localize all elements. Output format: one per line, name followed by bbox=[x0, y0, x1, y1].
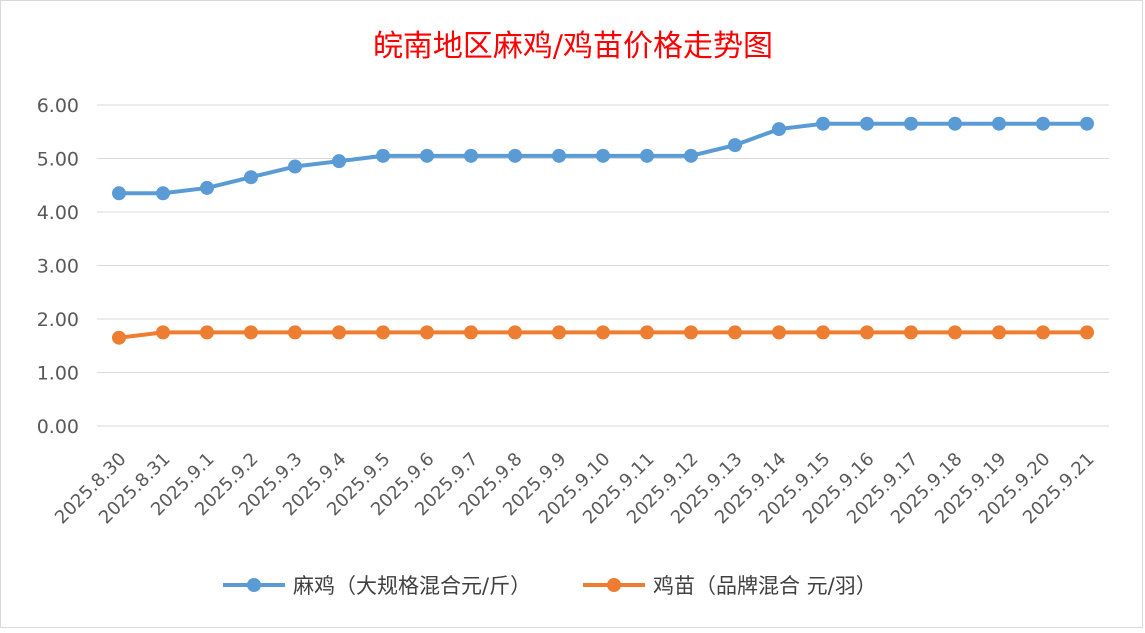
legend: 麻鸡（大规格混合元/斤） 鸡苗（品牌混合 元/羽） bbox=[223, 574, 877, 598]
y-tick-label: 6.00 bbox=[37, 95, 79, 117]
data-point bbox=[596, 325, 610, 340]
data-point bbox=[772, 325, 786, 340]
y-axis: 0.00 1.00 2.00 3.00 4.00 5.00 6.00 bbox=[37, 95, 79, 438]
y-tick-label: 2.00 bbox=[37, 309, 79, 331]
y-tick-label: 5.00 bbox=[37, 149, 79, 171]
data-point bbox=[464, 325, 478, 340]
data-point bbox=[948, 325, 962, 340]
data-point bbox=[1080, 116, 1094, 131]
data-point bbox=[640, 325, 654, 340]
data-point bbox=[992, 116, 1006, 131]
data-point bbox=[1036, 116, 1050, 131]
data-point bbox=[860, 116, 874, 131]
data-point bbox=[156, 325, 170, 340]
data-point bbox=[508, 325, 522, 340]
data-point bbox=[376, 325, 390, 340]
data-point bbox=[1036, 325, 1050, 340]
data-point bbox=[112, 330, 126, 345]
data-point bbox=[728, 325, 742, 340]
legend-label: 鸡苗（品牌混合 元/羽） bbox=[653, 574, 877, 598]
data-point bbox=[244, 170, 258, 185]
legend-label: 麻鸡（大规格混合元/斤） bbox=[293, 574, 531, 598]
y-tick-label: 4.00 bbox=[37, 202, 79, 224]
legend-item-2: 鸡苗（品牌混合 元/羽） bbox=[583, 574, 877, 598]
legend-item-1: 麻鸡（大规格混合元/斤） bbox=[223, 574, 531, 598]
data-point bbox=[508, 148, 522, 163]
series-layer bbox=[112, 116, 1094, 345]
y-tick-label: 3.00 bbox=[37, 256, 79, 278]
data-point bbox=[156, 186, 170, 201]
data-point bbox=[904, 116, 918, 131]
data-point bbox=[684, 325, 698, 340]
data-point bbox=[1080, 325, 1094, 340]
data-point bbox=[816, 116, 830, 131]
data-point bbox=[772, 122, 786, 137]
data-point bbox=[376, 148, 390, 163]
data-point bbox=[332, 154, 346, 169]
data-point bbox=[332, 325, 346, 340]
series-1 bbox=[112, 116, 1094, 201]
data-point bbox=[904, 325, 918, 340]
data-point bbox=[244, 325, 258, 340]
legend-marker bbox=[607, 578, 621, 592]
y-tick-label: 1.00 bbox=[37, 363, 79, 385]
chart-title: 皖南地区麻鸡/鸡苗价格走势图 bbox=[373, 29, 773, 64]
data-point bbox=[420, 148, 434, 163]
legend-marker bbox=[247, 578, 261, 592]
data-point bbox=[728, 138, 742, 153]
data-point bbox=[200, 325, 214, 340]
data-point bbox=[948, 116, 962, 131]
data-point bbox=[816, 325, 830, 340]
data-point bbox=[552, 325, 566, 340]
series-2 bbox=[112, 325, 1094, 345]
x-axis: 2025.8.302025.8.312025.9.12025.9.22025.9… bbox=[51, 449, 1099, 529]
y-tick-label: 0.00 bbox=[37, 416, 79, 438]
data-point bbox=[640, 148, 654, 163]
data-point bbox=[552, 148, 566, 163]
data-point bbox=[200, 180, 214, 195]
data-point bbox=[420, 325, 434, 340]
data-point bbox=[596, 148, 610, 163]
data-point bbox=[288, 325, 302, 340]
data-point bbox=[992, 325, 1006, 340]
data-point bbox=[860, 325, 874, 340]
data-point bbox=[288, 159, 302, 174]
data-point bbox=[112, 186, 126, 201]
data-point bbox=[684, 148, 698, 163]
data-point bbox=[464, 148, 478, 163]
